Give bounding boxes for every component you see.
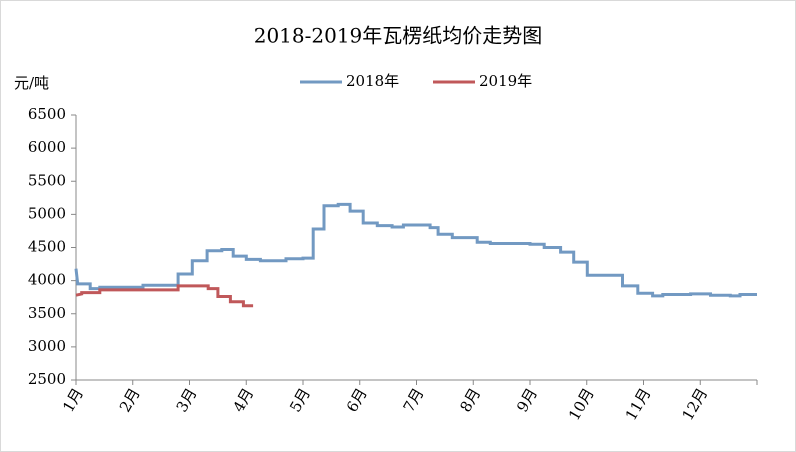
y-tick-label: 5000 bbox=[28, 204, 66, 222]
y-tick-label: 6500 bbox=[28, 105, 66, 123]
series-line bbox=[75, 284, 254, 308]
y-axis-label: 元/吨 bbox=[14, 74, 49, 92]
y-tick-label: 3000 bbox=[28, 337, 66, 355]
series-line bbox=[74, 202, 757, 298]
y-tick-label: 5500 bbox=[28, 171, 66, 189]
y-tick-label: 2500 bbox=[28, 370, 66, 388]
y-tick-label: 4500 bbox=[28, 238, 66, 256]
y-tick-label: 3500 bbox=[28, 304, 66, 322]
legend-label: 2018年 bbox=[346, 72, 399, 90]
legend-label: 2019年 bbox=[479, 72, 532, 90]
chart-title: 2018-2019年瓦楞纸均价走势图 bbox=[254, 24, 543, 48]
y-tick-label: 4000 bbox=[28, 271, 66, 289]
y-tick-label: 6000 bbox=[28, 138, 66, 156]
